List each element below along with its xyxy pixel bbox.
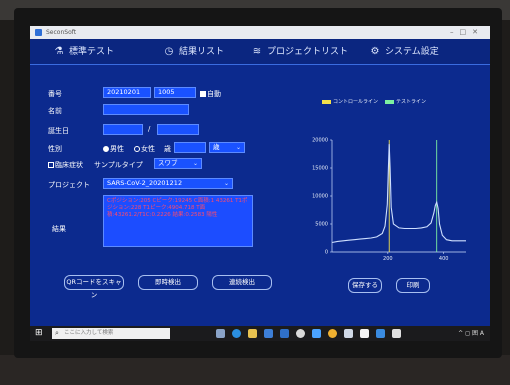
sample-type-select[interactable]: スワブ ⌄: [154, 158, 202, 169]
app-icon-3[interactable]: [328, 329, 337, 338]
age-unit-value: 歳: [213, 143, 220, 151]
room-background-bottom: [0, 355, 510, 385]
file-explorer-icon[interactable]: [248, 329, 257, 338]
name-label: 名前: [48, 107, 62, 115]
birthday-input-1[interactable]: [103, 124, 143, 135]
app-icon-6[interactable]: [376, 329, 385, 338]
signal-chart: 0 5000 10000 15000 20000 200 400: [312, 138, 466, 262]
window-title: SeconSoft: [46, 29, 77, 36]
birthday-separator: /: [148, 125, 151, 133]
main-nav: ⚗ 標準テスト ◷ 結果リスト ≋ プロジェクトリスト ⚙ システム設定: [30, 39, 490, 65]
os-taskbar: ⊞ ⌕ ここに入力して検索 ^ ◻ 囲 A: [30, 326, 490, 341]
sex-label: 性別: [48, 145, 62, 153]
number-input[interactable]: 20210201: [103, 87, 151, 98]
female-radio[interactable]: 女性: [134, 144, 155, 154]
female-radio-label: 女性: [141, 145, 155, 153]
x-tick-label: 200: [383, 256, 393, 262]
y-tick-label: 10000: [312, 194, 328, 200]
tab-result-list[interactable]: ◷ 結果リスト: [162, 44, 224, 60]
tab-system-settings[interactable]: ⚙ システム設定: [368, 44, 439, 60]
app-icon-1[interactable]: [296, 329, 305, 338]
store-icon[interactable]: [264, 329, 273, 338]
age-label: 歳: [164, 145, 171, 153]
search-icon: ⌕: [55, 329, 59, 337]
window-titlebar: SeconSoft –□✕: [30, 26, 490, 39]
legend-test-swatch: [385, 99, 394, 104]
tab-standard-test-label: 標準テスト: [69, 47, 115, 57]
auto-checkbox[interactable]: 自動: [200, 89, 221, 99]
legend-control-line: コントロールライン: [322, 98, 378, 105]
save-button[interactable]: 保存する: [348, 278, 382, 293]
layers-icon: ≋: [252, 46, 262, 57]
gear-icon: ⚙: [370, 46, 380, 57]
mail-icon[interactable]: [280, 329, 289, 338]
number-label: 番号: [48, 90, 62, 98]
legend-control-swatch: [322, 99, 331, 104]
tab-project-list[interactable]: ≋ プロジェクトリスト: [250, 44, 348, 60]
male-radio[interactable]: 男性: [103, 144, 124, 154]
taskbar-search-input[interactable]: ⌕ ここに入力して検索: [52, 328, 170, 339]
project-label: プロジェクト: [48, 181, 90, 189]
chevron-down-icon: ⌄: [223, 180, 229, 187]
y-tick-label: 15000: [312, 166, 328, 172]
sample-type-value: スワブ: [158, 159, 178, 167]
taskbar-search-placeholder: ここに入力して検索: [64, 330, 114, 336]
project-select[interactable]: SARS-CoV-2_20201212 ⌄: [103, 178, 233, 189]
sample-type-label: サンプルタイプ: [94, 161, 143, 169]
male-radio-label: 男性: [110, 145, 124, 153]
app-window: SeconSoft –□✕ ⚗ 標準テスト ◷ 結果リスト ≋ プロジェクトリスト ⚙…: [30, 26, 490, 326]
tab-result-list-label: 結果リスト: [179, 47, 225, 57]
flask-icon: ⚗: [54, 46, 64, 57]
clinical-checkbox[interactable]: 臨床症状: [48, 160, 83, 170]
age-unit-select[interactable]: 歳 ⌄: [209, 142, 245, 153]
edge-browser-icon[interactable]: [232, 329, 241, 338]
age-input[interactable]: [174, 142, 206, 153]
female-radio-dot: [134, 146, 140, 152]
x-tick-label: 400: [439, 256, 449, 262]
y-tick-label: 0: [325, 250, 328, 256]
signal-curve-series: [331, 144, 466, 244]
continuous-detect-button[interactable]: 連続検出: [212, 275, 272, 290]
legend-test-label: テストライン: [396, 99, 427, 105]
task-view-icon[interactable]: [216, 329, 225, 338]
chevron-down-icon: ⌄: [235, 144, 241, 151]
windows-start-icon[interactable]: ⊞: [35, 328, 43, 338]
app-icon-5[interactable]: [360, 329, 369, 338]
result-textarea[interactable]: Cポジション:205 Cピーク:19245 C面積:1 43261 T1ポジショ…: [103, 195, 253, 247]
window-controls[interactable]: –□✕: [450, 28, 484, 36]
clinical-checkbox-box: [48, 162, 54, 168]
tab-standard-test[interactable]: ⚗ 標準テスト: [52, 44, 115, 60]
auto-checkbox-box: [200, 91, 206, 97]
app-icon-4[interactable]: [344, 329, 353, 338]
sequence-input[interactable]: 1005: [154, 87, 196, 98]
project-value: SARS-CoV-2_20201212: [107, 179, 183, 187]
system-tray[interactable]: ^ ◻ 囲 A: [458, 330, 484, 337]
birthday-input-2[interactable]: [157, 124, 199, 135]
legend-test-line: テストライン: [385, 98, 426, 105]
app-icon-7[interactable]: [392, 329, 401, 338]
scan-qr-button[interactable]: QRコードをスキャン: [64, 275, 124, 299]
legend-control-label: コントロールライン: [333, 99, 379, 105]
name-input[interactable]: [103, 104, 189, 115]
birthday-label: 誕生日: [48, 127, 69, 135]
y-tick-label: 5000: [315, 222, 328, 228]
chevron-down-icon: ⌄: [192, 160, 198, 167]
clinical-checkbox-label: 臨床症状: [55, 161, 83, 169]
app-icon: [35, 29, 42, 36]
instant-detect-button[interactable]: 即時検出: [138, 275, 198, 290]
clock-icon: ◷: [164, 46, 174, 57]
tab-system-settings-label: システム設定: [385, 47, 439, 57]
y-tick-label: 20000: [312, 138, 328, 144]
app-icon-2[interactable]: [312, 329, 321, 338]
auto-checkbox-label: 自動: [207, 90, 221, 98]
tab-project-list-label: プロジェクトリスト: [267, 47, 349, 57]
print-button[interactable]: 印刷: [396, 278, 430, 293]
result-label: 結果: [52, 225, 66, 233]
male-radio-dot: [103, 146, 109, 152]
